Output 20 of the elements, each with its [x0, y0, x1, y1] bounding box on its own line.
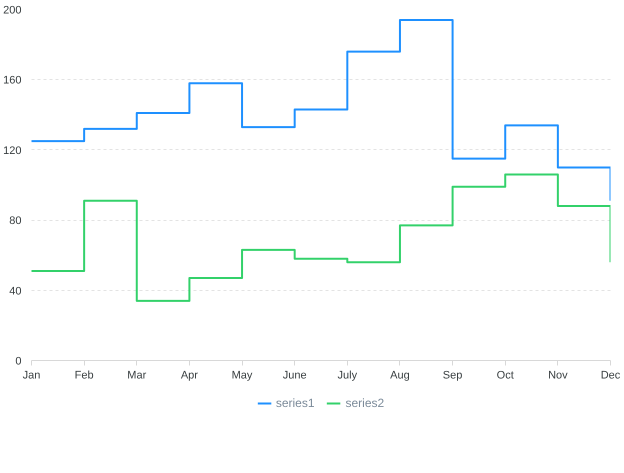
x-tick-label: Mar	[127, 370, 147, 382]
x-tick-label: July	[338, 370, 358, 382]
x-tick-label: Oct	[496, 370, 514, 382]
x-tick-label: May	[232, 370, 253, 382]
x-tick-label: June	[282, 370, 307, 382]
x-tick-label: Apr	[180, 370, 198, 382]
x-tick-label: Nov	[548, 370, 568, 382]
y-tick-label: 120	[3, 144, 22, 157]
x-tick-label: Sep	[442, 370, 462, 382]
y-tick-label: 40	[9, 285, 22, 298]
x-tick-label: Aug	[390, 370, 410, 382]
y-tick-label: 0	[15, 356, 22, 368]
y-tick-label: 200	[3, 4, 22, 16]
legend-label: series1	[276, 396, 314, 410]
y-tick-label: 80	[9, 215, 22, 228]
x-tick-label: Feb	[74, 370, 94, 382]
x-tick-label: Dec	[600, 370, 621, 382]
x-tick-label: Jan	[22, 370, 40, 382]
legend-label: series2	[346, 396, 384, 410]
y-tick-label: 160	[3, 74, 22, 87]
